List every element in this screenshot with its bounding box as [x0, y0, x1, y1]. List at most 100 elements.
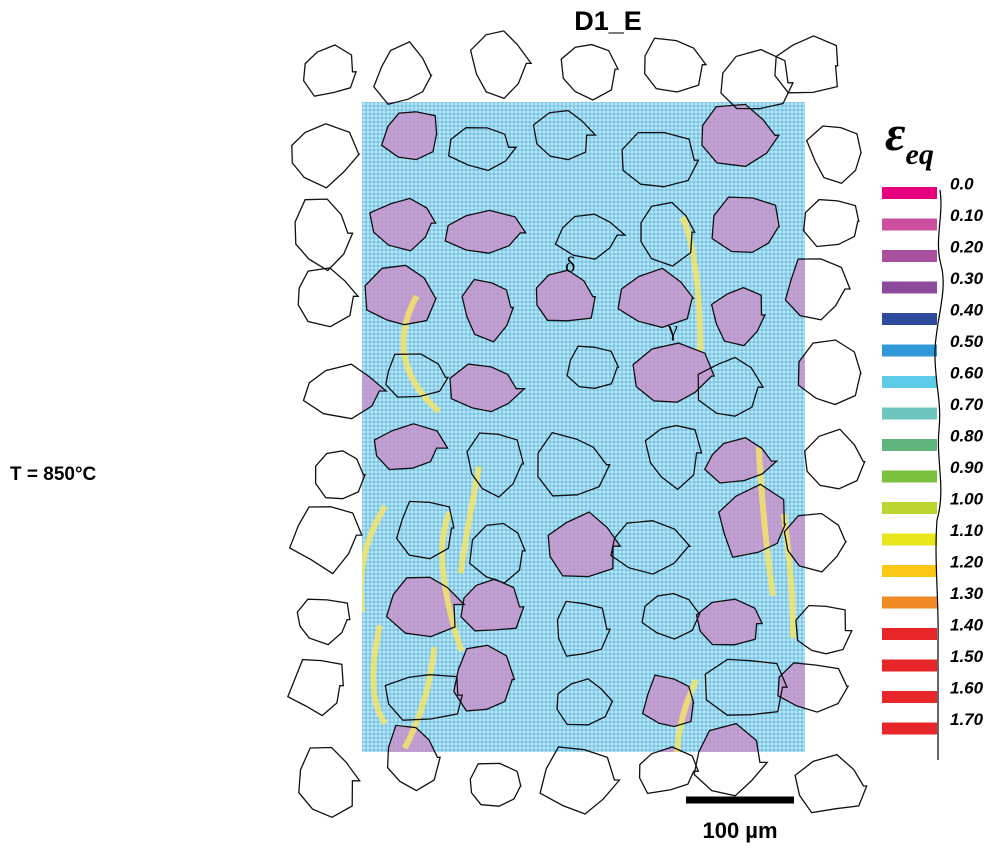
legend-label: 1.20	[950, 552, 984, 571]
grain-outline	[701, 103, 781, 168]
grain-outline	[693, 722, 769, 797]
grain-outline	[554, 213, 627, 260]
ferrite-region	[698, 723, 759, 752]
grain-outline	[469, 762, 522, 807]
grain-outline	[373, 423, 449, 471]
grain-outline	[802, 198, 860, 248]
grain-outline	[644, 424, 703, 491]
legend-label: 1.00	[950, 489, 984, 508]
legend-label: 0.10	[950, 206, 984, 225]
grain-outline	[720, 48, 795, 110]
ferrite-region	[365, 265, 437, 325]
temperature-label: T = 850°C	[10, 464, 97, 485]
grain-outline	[453, 644, 516, 712]
ferrite-region	[696, 599, 763, 645]
strain-band	[755, 446, 776, 597]
grain-outline	[384, 674, 464, 721]
legend-swatch	[882, 313, 937, 325]
grain-outline	[556, 678, 614, 726]
ferrite-region	[784, 515, 805, 568]
grain-outline	[704, 658, 788, 716]
ferrite-region	[536, 270, 596, 321]
strain-band	[439, 511, 465, 653]
legend-label: 0.20	[950, 237, 984, 256]
scale-bar-label: 100 µm	[702, 818, 777, 843]
ferrite-region	[295, 199, 353, 270]
legend-swatch	[882, 722, 937, 735]
strain-band	[674, 678, 699, 752]
grain-outline	[364, 264, 438, 326]
grain-outline	[297, 267, 360, 328]
grain-outline	[294, 198, 354, 272]
legend-swatch	[882, 376, 937, 388]
grain-outline	[385, 353, 450, 398]
grain-boundaries	[286, 30, 868, 819]
legend-swatch	[882, 565, 937, 577]
grain-outline	[296, 598, 351, 646]
grain-outline	[291, 123, 361, 189]
grain-outline	[641, 592, 701, 640]
grain-outline	[710, 286, 766, 347]
grain-outline	[535, 269, 596, 322]
grain-outline	[711, 196, 780, 254]
grain-outline	[804, 428, 866, 490]
phase-label: δ	[565, 252, 575, 277]
grain-outline	[302, 363, 388, 420]
grain-outline	[610, 520, 692, 575]
ferrite-region	[462, 279, 514, 342]
legend-swatch	[882, 502, 937, 514]
ferrite-region	[374, 423, 448, 470]
legend-swatch	[882, 187, 937, 199]
ferrite-region	[711, 287, 765, 346]
ferrite-region	[775, 36, 838, 93]
grain-outline	[302, 44, 358, 97]
ferrite-region	[656, 747, 684, 752]
legend-label: 0.50	[950, 332, 984, 351]
legend-label: 0.80	[950, 426, 984, 445]
grain-outline	[697, 356, 765, 417]
grain-outline	[286, 658, 344, 717]
phase-label: γ	[667, 316, 678, 341]
legend-label: 0.90	[950, 458, 984, 477]
legend-label: 1.10	[950, 521, 984, 540]
grain-outline	[556, 600, 611, 657]
grain-outline	[447, 127, 518, 172]
grain-outline	[638, 746, 700, 795]
strain-band	[370, 624, 388, 726]
legend-symbol: ε	[885, 105, 906, 161]
grain-outline	[695, 598, 764, 646]
legend-title: εeq	[885, 105, 934, 171]
grain-outline	[539, 746, 621, 815]
grain-outline	[373, 40, 433, 106]
grain-outline	[385, 576, 466, 638]
ferrite-region	[362, 371, 387, 413]
ferrite-region	[701, 104, 779, 167]
grain-outline	[774, 35, 839, 94]
strain-profile	[934, 189, 944, 760]
legend-label: 1.60	[950, 678, 984, 697]
legend: 0.0 0.10 0.20 0.30 0.40 0.50 0.60 0.70 0.80 0.90 1…	[882, 174, 984, 735]
grain-outline	[314, 450, 366, 500]
grain-outline	[617, 267, 695, 329]
grain-outline	[395, 500, 455, 560]
grain-outline	[386, 724, 441, 792]
strain-band	[679, 215, 704, 352]
legend-label: 0.40	[950, 300, 984, 319]
ferrite-region	[785, 259, 805, 317]
legend-label: 1.40	[950, 615, 984, 634]
grain-outline	[777, 662, 850, 713]
strain-band	[402, 646, 438, 750]
legend-label: 0.60	[950, 363, 984, 382]
grain-outline	[560, 43, 620, 101]
ferrite-region	[777, 662, 805, 709]
grain-outline	[369, 197, 437, 252]
strain-band	[362, 504, 388, 613]
legend-swatch	[882, 596, 937, 609]
grain-outline	[469, 522, 527, 584]
grain-outline	[640, 201, 696, 267]
legend-swatch	[882, 659, 937, 672]
legend-subscript: eq	[906, 138, 934, 171]
grain-outline	[288, 506, 363, 575]
ferrite-region	[450, 364, 525, 412]
